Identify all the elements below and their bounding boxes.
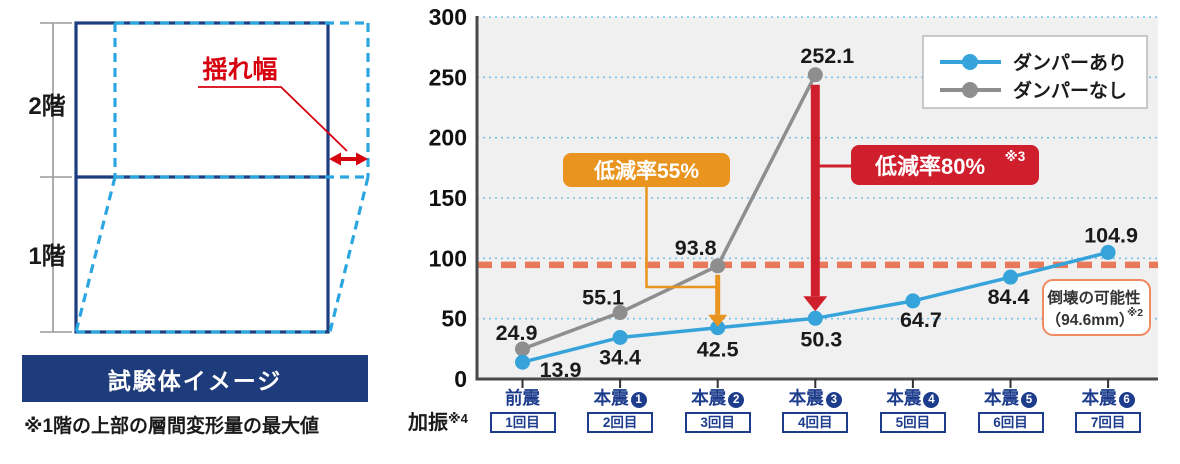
reduction55-connector xyxy=(645,187,718,289)
data-point-series-0 xyxy=(1100,244,1116,260)
sway-arrow-head-left xyxy=(329,152,341,166)
collapse-label-note: ※2 xyxy=(1127,307,1143,319)
reduction80-label: 低減率80% xyxy=(874,154,985,179)
x-axis-title-note: ※4 xyxy=(448,411,468,426)
collapse-label-line1: 倒壊の可能性 xyxy=(1046,288,1141,307)
axes xyxy=(475,16,1158,381)
data-point-series-1 xyxy=(515,341,530,357)
data-point-series-0 xyxy=(1003,269,1018,285)
data-point-series-0 xyxy=(905,293,921,309)
specimen-diagram: 揺れ幅 2階 1階 xyxy=(28,21,370,334)
floor-measure-bracket xyxy=(40,22,72,333)
data-point-series-1 xyxy=(807,67,823,83)
y-tick-label-0: 0 xyxy=(454,366,467,392)
y-tick-label-300: 300 xyxy=(429,4,467,30)
data-label-ダンパーなし-2: 93.8 xyxy=(675,236,717,260)
data-label-ダンパーなし-1: 55.1 xyxy=(582,286,624,310)
y-tick-label-250: 250 xyxy=(429,64,467,90)
data-label-ダンパーあり-4: 64.7 xyxy=(900,308,942,332)
sway-arrow-head-right xyxy=(356,152,368,166)
sway-leader-line xyxy=(198,86,348,152)
data-label-ダンパーあり-3: 50.3 xyxy=(800,327,842,351)
y-tick-label-50: 50 xyxy=(441,306,467,332)
data-point-series-0 xyxy=(612,329,628,345)
collapse-label-box xyxy=(1042,279,1151,336)
reduction55-label: 低減率55% xyxy=(593,159,699,183)
deformed-frame-dashed xyxy=(74,21,370,334)
diagram-footnote: ※1階の上部の層間変形量の最大値 xyxy=(24,416,320,437)
data-label-ダンパーあり-1: 34.4 xyxy=(599,345,641,369)
data-point-series-1 xyxy=(612,305,628,321)
reduction55-box xyxy=(563,153,730,187)
data-label-ダンパーなし-0: 24.9 xyxy=(496,321,538,345)
data-label-ダンパーあり-6: 104.9 xyxy=(1084,223,1138,247)
x-axis-title-text: 加振 xyxy=(408,412,448,434)
data-point-series-0 xyxy=(710,320,726,336)
collapse-label-line2: （94.6mm） xyxy=(1046,311,1135,329)
floor2-label: 2階 xyxy=(28,93,65,120)
y-tick-label-150: 150 xyxy=(429,185,467,211)
reduction80-note: ※3 xyxy=(1005,149,1026,164)
diagram-caption-banner: 試験体イメージ xyxy=(22,355,368,402)
legend-marker-1 xyxy=(962,82,978,98)
line-chart: 0 50 100 150 200 250 300 13.9 34.4 42.5 50.3 64.7 84… xyxy=(429,4,1158,392)
floor1-label: 1階 xyxy=(28,243,65,270)
chart-panel: 0 50 100 150 200 250 300 13.9 34.4 42.5 50.3 64.7 84… xyxy=(400,0,1180,464)
y-tick-label-100: 100 xyxy=(429,245,467,271)
series-line-1 xyxy=(521,74,817,351)
data-label-ダンパーなし-3: 252.1 xyxy=(800,44,854,68)
sway-width-label: 揺れ幅 xyxy=(202,56,277,84)
reduction55-arrow-head xyxy=(708,314,728,327)
specimen-diagram-panel: 揺れ幅 2階 1階 試験体イメージ ※1階の上部の層間変形量の最大値 xyxy=(0,0,400,464)
legend-marker-0 xyxy=(962,54,978,70)
data-label-ダンパーあり-5: 84.4 xyxy=(988,285,1030,309)
reduction80-arrow-head xyxy=(803,296,828,312)
legend-box xyxy=(922,35,1148,109)
legend-label-1: ダンパーなし xyxy=(1013,79,1127,102)
data-point-series-0 xyxy=(807,310,823,326)
data-label-ダンパーあり-2: 42.5 xyxy=(697,338,739,362)
reduction80-box xyxy=(851,145,1039,185)
data-point-series-1 xyxy=(710,258,726,274)
x-axis-title: 加振※4 xyxy=(408,406,468,435)
data-label-ダンパーあり-0: 13.9 xyxy=(540,358,582,382)
data-point-series-0 xyxy=(515,354,530,370)
y-tick-label-200: 200 xyxy=(429,125,467,151)
legend-label-0: ダンパーあり xyxy=(1013,51,1127,74)
